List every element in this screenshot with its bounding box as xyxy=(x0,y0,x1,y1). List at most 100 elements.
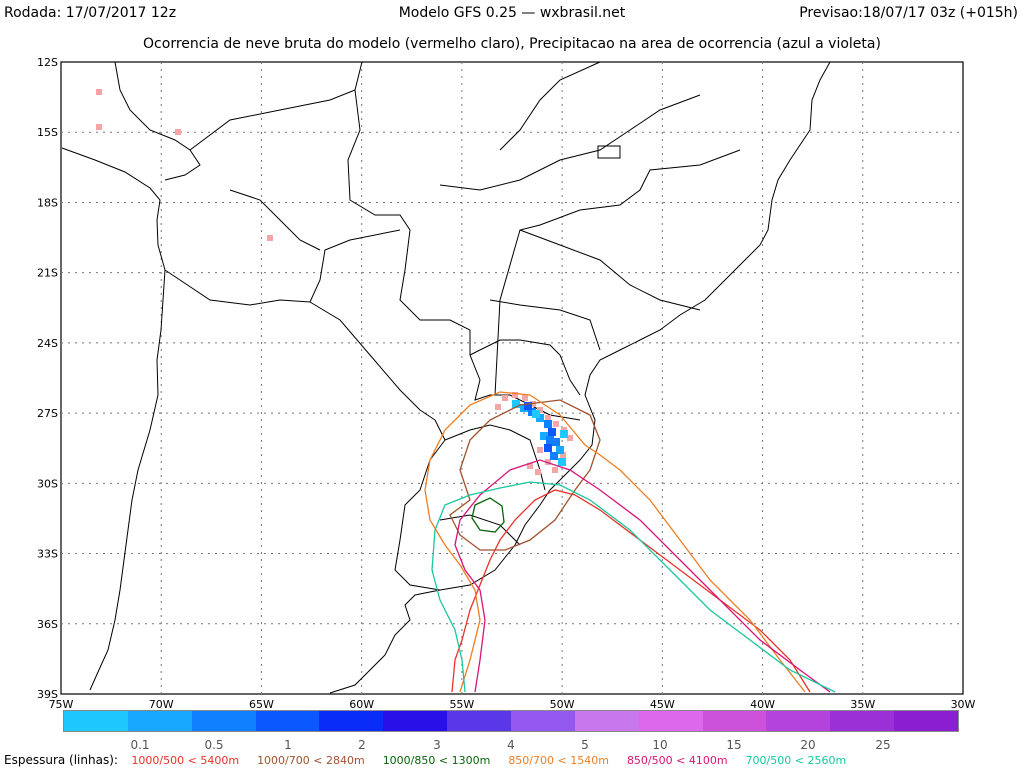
snow-point xyxy=(567,435,573,441)
color-scale-swatch xyxy=(638,711,703,731)
precipitation-cell xyxy=(544,420,552,428)
border-line xyxy=(519,229,701,311)
longitude-label: 30W xyxy=(951,698,976,711)
precipitation-cell xyxy=(558,458,566,466)
scale-level-label: 2 xyxy=(358,738,366,752)
scale-level-label: 4 xyxy=(507,738,515,752)
border-line xyxy=(439,94,701,191)
map-subtitle: Ocorrencia de neve bruta do modelo (verm… xyxy=(143,36,881,52)
snow-point xyxy=(267,235,273,241)
latitude-label: 39S xyxy=(37,688,58,701)
scale-level-label: 0.5 xyxy=(204,738,224,752)
scale-level-label: 20 xyxy=(800,738,816,752)
border-line xyxy=(439,514,521,546)
color-scale-swatch xyxy=(894,711,959,731)
color-scale-swatch xyxy=(255,711,320,731)
color-scale-swatch xyxy=(511,711,575,731)
scale-level-label: 0.1 xyxy=(130,738,150,752)
contour-850-500 xyxy=(454,459,831,693)
thickness-legend-item: 1000/850 < 1300m xyxy=(382,754,491,767)
longitude-label: 40W xyxy=(750,698,775,711)
border-line xyxy=(597,145,621,159)
scale-level-label: 3 xyxy=(433,738,441,752)
snow-point xyxy=(96,124,102,130)
precipitation-cell xyxy=(550,452,558,460)
color-scale-swatch xyxy=(447,711,512,731)
longitude-label: 50W xyxy=(550,698,575,711)
longitude-label: 45W xyxy=(650,698,675,711)
border-line xyxy=(489,299,601,351)
contour-1000-700 xyxy=(449,399,601,551)
latitude-label: 30S xyxy=(37,477,58,490)
contour-850-700 xyxy=(424,391,806,693)
precipitation-cell xyxy=(548,428,556,436)
scale-level-label: 25 xyxy=(875,738,891,752)
thickness-legend: Espessura (linhas): 1000/500 < 5400m 1000… xyxy=(4,753,864,767)
thickness-legend-item: 1000/700 < 2840m xyxy=(257,754,365,767)
thickness-contours xyxy=(424,391,836,693)
thickness-legend-label: Espessura (linhas): xyxy=(4,753,118,767)
border-line xyxy=(499,61,601,151)
snow-point xyxy=(495,404,501,410)
latitude-label: 15S xyxy=(37,126,58,139)
latitude-label: 18S xyxy=(37,196,58,209)
latitude-label: 33S xyxy=(37,548,58,561)
snow-point xyxy=(560,452,566,458)
snow-point xyxy=(535,469,541,475)
longitude-label: 75W xyxy=(49,698,74,711)
contour-1000-850 xyxy=(471,497,505,533)
precipitation-color-scale xyxy=(63,710,959,732)
color-scale-swatch xyxy=(127,711,192,731)
run-time-label: Rodada: 17/07/2017 12z xyxy=(4,5,177,21)
latitude-label: 12S xyxy=(37,56,58,69)
snow-point xyxy=(545,415,551,421)
color-scale-swatch xyxy=(319,711,384,731)
longitude-label: 60W xyxy=(349,698,374,711)
precipitation-cell xyxy=(552,438,560,446)
border-line xyxy=(347,89,481,381)
longitude-label: 65W xyxy=(249,698,274,711)
precipitation-cell xyxy=(512,400,520,408)
border-line xyxy=(309,301,436,421)
precipitation-cell xyxy=(524,402,532,410)
precipitation-cell xyxy=(544,444,552,452)
border-line xyxy=(394,419,446,591)
contour-1000-500 xyxy=(451,489,811,693)
longitude-label: 35W xyxy=(850,698,875,711)
snow-point xyxy=(512,392,518,398)
color-scale-swatch xyxy=(766,711,831,731)
snow-point xyxy=(553,421,559,427)
snow-point xyxy=(552,467,558,473)
precipitation-cell xyxy=(532,410,540,418)
precipitation-cell xyxy=(556,446,564,454)
longitude-label: 55W xyxy=(449,698,474,711)
border-line xyxy=(494,149,741,396)
scale-level-label: 15 xyxy=(726,738,742,752)
color-scale-swatch xyxy=(383,711,448,731)
snow-point xyxy=(175,129,181,135)
color-scale-swatch xyxy=(830,711,895,731)
scale-level-label: 10 xyxy=(652,738,668,752)
thickness-legend-item: 850/500 < 4100m xyxy=(626,754,728,767)
map-grid xyxy=(61,62,963,694)
color-scale-swatch xyxy=(702,711,767,731)
map-frame xyxy=(60,61,964,695)
border-line xyxy=(189,61,363,151)
precipitation-cell xyxy=(560,430,568,438)
border-line xyxy=(469,339,581,396)
precipitation-cell xyxy=(546,436,554,444)
atlantic-coastline xyxy=(329,61,831,694)
coastlines-and-borders xyxy=(61,61,831,694)
thickness-legend-item: 1000/500 < 5400m xyxy=(131,754,240,767)
scale-level-label: 1 xyxy=(284,738,292,752)
precipitation-cell xyxy=(540,432,548,440)
thickness-legend-item: 850/700 < 1540m xyxy=(508,754,609,767)
forecast-time-label: Previsao:18/07/17 03z (+015h) xyxy=(799,5,1018,21)
snow-point xyxy=(522,395,528,401)
precipitation-area xyxy=(512,400,568,466)
snow-point xyxy=(502,395,508,401)
longitude-label: 70W xyxy=(149,698,174,711)
color-scale-swatch xyxy=(64,711,128,731)
color-scale-swatch xyxy=(191,711,256,731)
